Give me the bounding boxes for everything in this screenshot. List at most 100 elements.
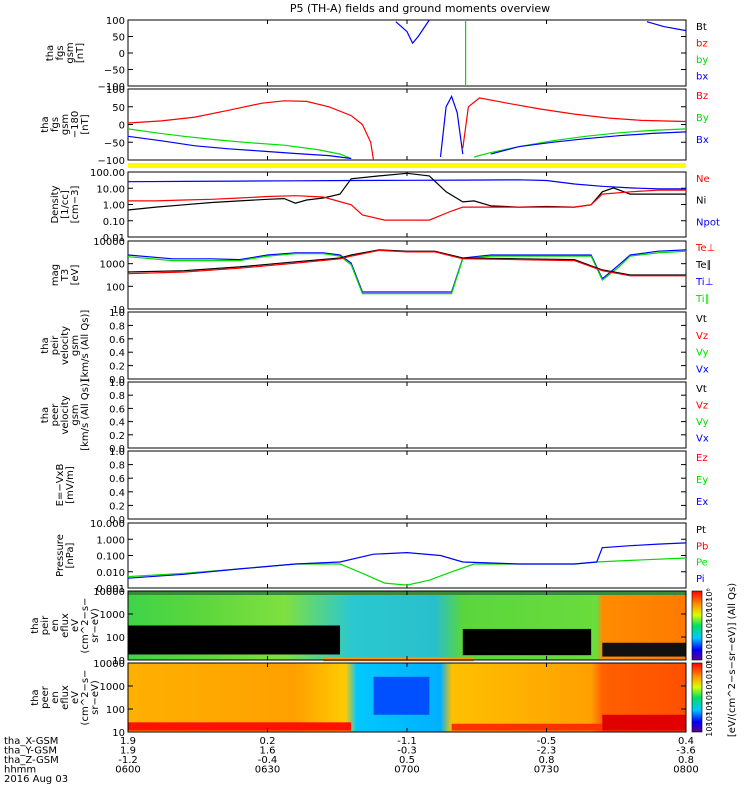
legend-entry: Vy xyxy=(696,348,709,359)
y-tick-label: 0 xyxy=(119,121,125,132)
footer-value: -3.6 xyxy=(676,746,696,757)
legend-entry: Ex xyxy=(696,497,708,508)
y-axis-label: peer xyxy=(50,403,61,427)
legend-entry: Npot xyxy=(696,217,720,228)
footer-value: -1.1 xyxy=(397,736,417,747)
y-tick-label: 0.4 xyxy=(109,418,125,429)
y-axis-label: tha xyxy=(40,337,51,353)
y-axis-label: E=−VxB xyxy=(55,464,66,507)
panel-efield: 1.0 0.8 0.6 0.4 0.2 0.0 E=−VxB [mV/m] Ez Ey Ex xyxy=(55,447,708,526)
y-axis-label: tha xyxy=(30,689,41,705)
legend-entry: Ni xyxy=(696,196,706,207)
colorbar-tick-label: 10⁴ xyxy=(705,702,714,715)
y-axis-label: [nT] xyxy=(80,114,91,134)
plot-title: P5 (TH-A) fields and ground moments over… xyxy=(290,2,550,15)
y-tick-label: 10000 xyxy=(93,237,125,248)
y-tick-label: −50 xyxy=(104,138,125,149)
y-tick-label: 0.6 xyxy=(109,474,125,485)
y-axis-label: [eV] xyxy=(70,265,81,286)
y-axis-label: −180 xyxy=(70,111,81,138)
y-tick-label: 0.2 xyxy=(109,431,125,442)
y-axis-label: sr−eV) xyxy=(90,608,101,643)
series-Pi-line xyxy=(127,542,687,579)
legend-entry: Ey xyxy=(696,475,708,486)
quality-flag-bar xyxy=(128,163,686,168)
y-axis-label: fgs xyxy=(55,45,66,60)
y-tick-label: 0.01 xyxy=(103,233,125,244)
series-bx-line xyxy=(646,21,687,32)
footer-row-label: 2016 Aug 03 xyxy=(4,774,68,785)
legend-entry: Pe xyxy=(696,558,708,569)
y-tick-label: 50 xyxy=(112,103,125,114)
series-Bz-line xyxy=(462,97,687,149)
y-tick-label: 100 xyxy=(106,633,125,644)
footer-value: 0700 xyxy=(394,765,419,776)
colorbar-tick-label: 10⁶ xyxy=(705,609,714,622)
series-Bx-line xyxy=(127,135,352,160)
y-tick-label: 10000 xyxy=(93,659,125,670)
y-axis-label: T3 xyxy=(60,269,71,282)
y-tick-label: 1.000 xyxy=(96,535,125,546)
footer-value: -0.4 xyxy=(258,755,278,766)
legend-entry: by xyxy=(696,55,708,66)
y-axis-label: peer xyxy=(40,685,51,709)
y-tick-label: 10 xyxy=(112,656,125,667)
footer-row-label: tha_Y-GSM xyxy=(4,746,57,757)
y-tick-label: −50 xyxy=(104,66,125,77)
legend-entry: Te∥ xyxy=(695,260,712,271)
series-By-line xyxy=(127,128,352,160)
y-axis-label: [mV/m] xyxy=(65,466,76,504)
y-axis-label: tha xyxy=(30,617,41,633)
y-tick-label: 10000 xyxy=(93,587,125,598)
panel-fgs_dsl: 100 50 0 −50 −100 tha fgs gsm −180 [nT] Bz By Bx xyxy=(40,85,709,168)
colorbar-tick-label: 10⁷ xyxy=(705,599,714,612)
y-tick-label: −100 xyxy=(98,156,125,167)
y-tick-label: 1.0 xyxy=(109,447,125,458)
panel-frame xyxy=(127,450,687,520)
spectrogram-dropout xyxy=(602,642,686,657)
y-axis-label: (cm^2−s− xyxy=(80,598,91,654)
y-tick-label: 1000 xyxy=(100,610,125,621)
y-axis-label: Density xyxy=(50,185,61,223)
legend-entry: Pt xyxy=(696,525,706,536)
colorbar-tick-label: 10³ xyxy=(705,641,714,654)
footer-row-label: tha_Z-GSM xyxy=(4,755,59,766)
colorbar-tick-label: 10⁷ xyxy=(705,671,714,684)
y-tick-label: 0.6 xyxy=(109,335,125,346)
panel-electron_velocity: 1.0 0.8 0.6 0.4 0.2 0.0 tha peer velocity gsm [km/… xyxy=(40,378,709,455)
footer-value: -0.5 xyxy=(537,736,557,747)
panel-density: 100.00 10.00 1.00 0.10 0.01 Density [1/cc] [cm−… xyxy=(50,168,720,244)
footer-value: 0.8 xyxy=(678,755,694,766)
legend-entry: bz xyxy=(696,39,708,50)
legend-entry: Vz xyxy=(696,331,708,342)
colorbar-tick-label: 10⁵ xyxy=(705,620,714,633)
y-axis-label: [cm−3] xyxy=(70,186,81,224)
y-tick-label: 0.8 xyxy=(109,391,125,402)
series-Te∥-line xyxy=(127,249,686,276)
y-tick-label: 0.100 xyxy=(96,552,125,563)
series-Ne-line xyxy=(128,189,686,221)
footer-value: 0730 xyxy=(534,765,559,776)
colorbar-tick-label: 10² xyxy=(705,651,714,664)
colorbar-tick-label: 10⁸ xyxy=(705,588,714,601)
y-tick-label: 100 xyxy=(106,705,125,716)
footer-value: 0.5 xyxy=(399,755,415,766)
y-tick-label: 50 xyxy=(112,33,125,44)
y-tick-label: 1000 xyxy=(100,260,125,271)
footer-value: 0.8 xyxy=(539,755,555,766)
panel-frame xyxy=(127,522,687,589)
y-tick-label: 0.0 xyxy=(109,515,125,526)
legend-entry: Bx xyxy=(696,135,709,146)
y-axis-label: peir xyxy=(50,335,61,355)
y-axis-label: eflux xyxy=(60,685,71,710)
spectrogram-dropout xyxy=(128,625,341,655)
series-Bx-line xyxy=(490,131,687,155)
y-axis-label: mag xyxy=(50,264,61,286)
y-axis-label: [nT] xyxy=(75,43,86,63)
y-axis-label: peir xyxy=(40,615,51,635)
y-tick-label: 0.010 xyxy=(96,568,125,579)
footer-value: -1.2 xyxy=(118,755,138,766)
y-tick-label: 0.10 xyxy=(103,217,125,228)
y-tick-label: 1.0 xyxy=(109,308,125,319)
